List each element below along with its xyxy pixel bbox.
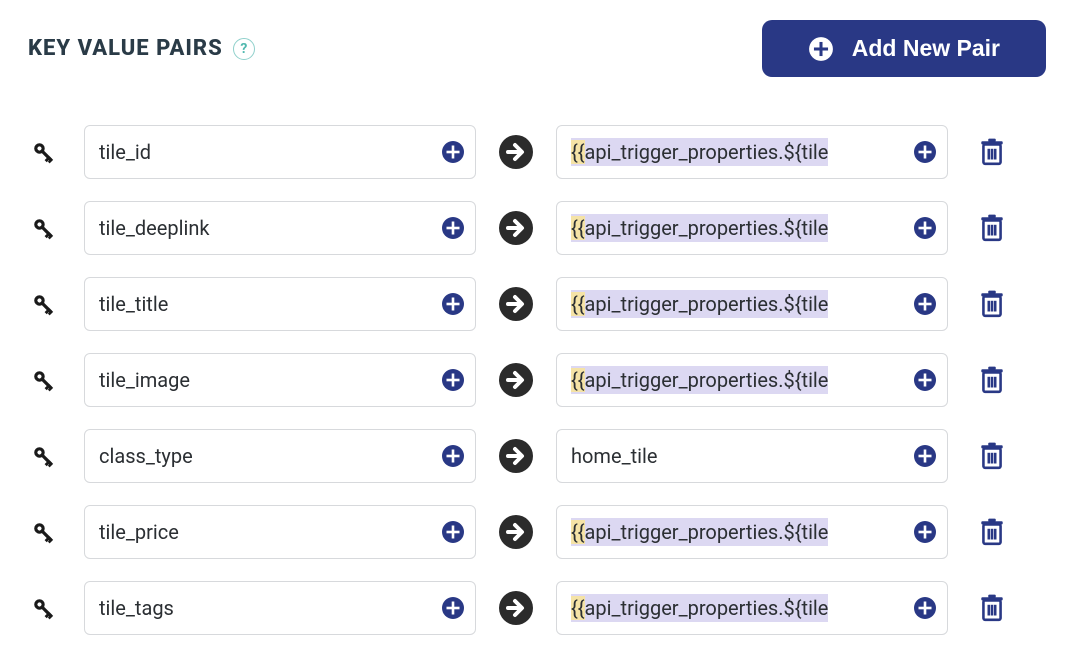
value-input[interactable]: home_tile [556,429,948,483]
value-input-text: {{api_trigger_properties.${tile [571,290,907,318]
key-input-text: tile_tags [99,596,435,620]
key-input[interactable]: tile_price [84,505,476,559]
value-input-text: home_tile [571,444,907,468]
pair-row: class_type home_tile [28,429,1046,483]
delete-pair-button[interactable] [978,213,1006,243]
value-input[interactable]: {{api_trigger_properties.${tile [556,277,948,331]
delete-pair-button[interactable] [978,441,1006,471]
value-input-text: {{api_trigger_properties.${tile [571,138,907,166]
key-input[interactable]: tile_title [84,277,476,331]
add-value-icon[interactable] [913,140,937,164]
pairs-list: tile_id {{api_trigger_properties.${tile [28,125,1046,635]
pair-row: tile_id {{api_trigger_properties.${tile [28,125,1046,179]
delete-pair-button[interactable] [978,365,1006,395]
key-input[interactable]: class_type [84,429,476,483]
key-input-text: tile_price [99,520,435,544]
key-input[interactable]: tile_tags [84,581,476,635]
add-key-icon[interactable] [441,140,465,164]
add-key-icon[interactable] [441,444,465,468]
page-title: KEY VALUE PAIRS [28,36,223,61]
plus-circle-icon [808,36,834,62]
key-input-text: tile_deeplink [99,216,435,240]
key-input-text: tile_id [99,140,435,164]
value-input[interactable]: {{api_trigger_properties.${tile [556,505,948,559]
pair-row: tile_image {{api_trigger_properties.${ti… [28,353,1046,407]
arrow-right-icon [498,362,534,398]
pair-row: tile_deeplink {{api_trigger_properties.$… [28,201,1046,255]
key-icon [28,441,62,471]
header: KEY VALUE PAIRS ? Add New Pair [28,20,1046,77]
pair-row: tile_price {{api_trigger_properties.${ti… [28,505,1046,559]
key-icon [28,137,62,167]
add-value-icon[interactable] [913,520,937,544]
key-icon [28,213,62,243]
title-wrap: KEY VALUE PAIRS ? [28,36,255,61]
add-value-icon[interactable] [913,216,937,240]
delete-pair-button[interactable] [978,289,1006,319]
arrow-right-icon [498,514,534,550]
value-input-text: {{api_trigger_properties.${tile [571,366,907,394]
value-input-text: {{api_trigger_properties.${tile [571,594,907,622]
help-icon[interactable]: ? [233,38,255,60]
value-input[interactable]: {{api_trigger_properties.${tile [556,201,948,255]
arrow-right-icon [498,134,534,170]
add-key-icon[interactable] [441,596,465,620]
key-input-text: tile_title [99,292,435,316]
key-icon [28,289,62,319]
arrow-right-icon [498,286,534,322]
value-input[interactable]: {{api_trigger_properties.${tile [556,125,948,179]
arrow-right-icon [498,438,534,474]
add-key-icon[interactable] [441,292,465,316]
add-value-icon[interactable] [913,444,937,468]
arrow-right-icon [498,210,534,246]
key-input[interactable]: tile_deeplink [84,201,476,255]
arrow-right-icon [498,590,534,626]
add-key-icon[interactable] [441,520,465,544]
add-key-icon[interactable] [441,216,465,240]
add-new-pair-label: Add New Pair [852,35,1000,62]
delete-pair-button[interactable] [978,593,1006,623]
add-value-icon[interactable] [913,596,937,620]
key-icon [28,365,62,395]
add-value-icon[interactable] [913,292,937,316]
value-input-text: {{api_trigger_properties.${tile [571,214,907,242]
pair-row: tile_tags {{api_trigger_properties.${til… [28,581,1046,635]
key-input-text: class_type [99,444,435,468]
value-input[interactable]: {{api_trigger_properties.${tile [556,581,948,635]
add-value-icon[interactable] [913,368,937,392]
pair-row: tile_title {{api_trigger_properties.${ti… [28,277,1046,331]
key-icon [28,593,62,623]
key-icon [28,517,62,547]
value-input-text: {{api_trigger_properties.${tile [571,518,907,546]
delete-pair-button[interactable] [978,137,1006,167]
add-key-icon[interactable] [441,368,465,392]
add-new-pair-button[interactable]: Add New Pair [762,20,1046,77]
key-input[interactable]: tile_image [84,353,476,407]
key-input-text: tile_image [99,368,435,392]
value-input[interactable]: {{api_trigger_properties.${tile [556,353,948,407]
delete-pair-button[interactable] [978,517,1006,547]
key-input[interactable]: tile_id [84,125,476,179]
